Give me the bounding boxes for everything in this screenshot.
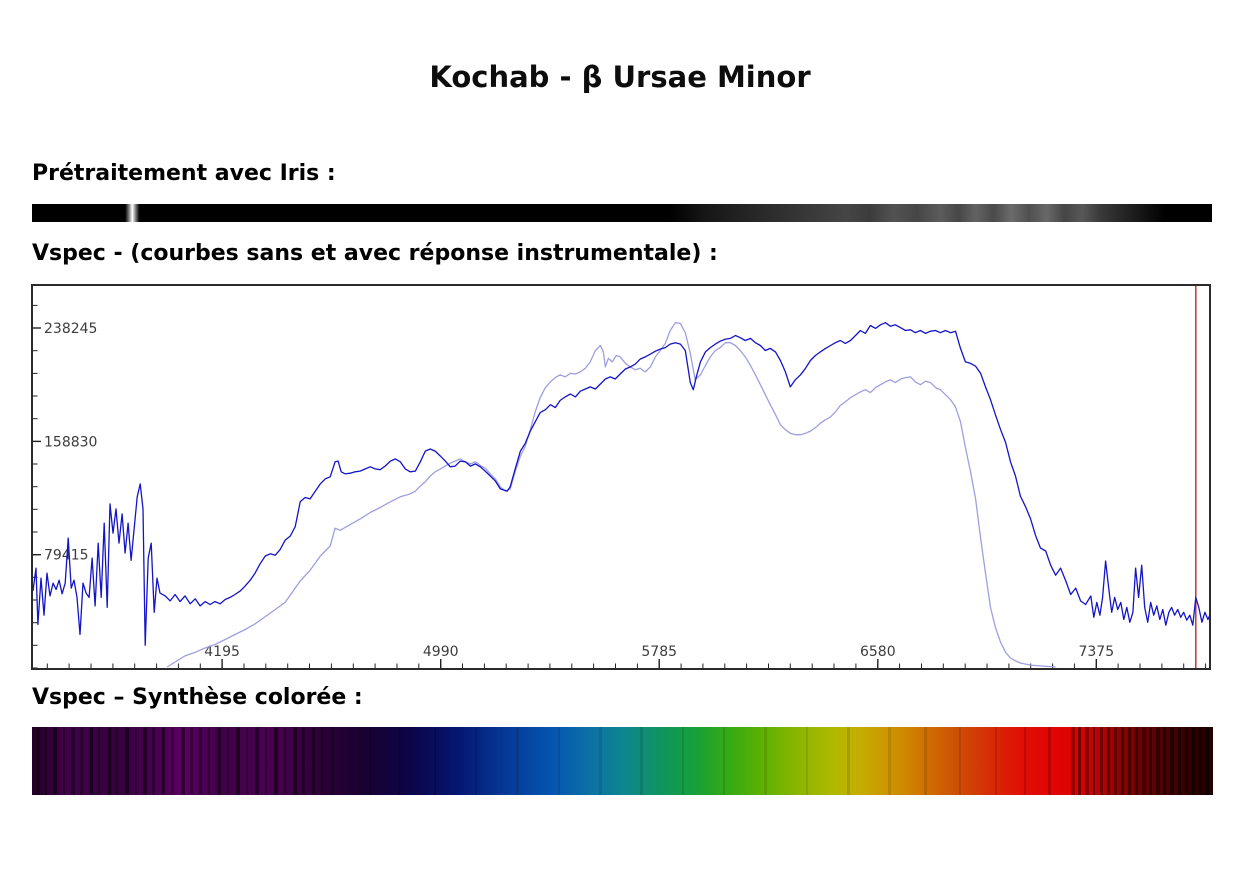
spectrum-chart: 79415 158830 238245 4195 4990 5785 6580 7375 [31,284,1211,670]
absorption-band [681,727,685,795]
absorption-band [959,727,962,795]
absorption-band [245,727,249,795]
absorption-band [198,727,203,795]
absorption-band [180,727,185,795]
absorption-band [1177,727,1181,795]
spectrum-chart-canvas: 79415 158830 238245 4195 4990 5785 6580 7375 [33,286,1209,668]
absorption-band [1170,727,1174,795]
absorption-band [1024,727,1027,795]
colored-spectrum-strip [32,727,1213,795]
absorption-band [1085,727,1089,795]
absorption-band [1163,727,1167,795]
absorption-band [846,727,850,795]
svg-text:238245: 238245 [44,321,97,337]
absorption-band [44,727,48,795]
absorption-band [143,727,147,795]
absorption-band [398,727,401,795]
absorption-band [255,727,259,795]
absorption-band [1184,727,1189,795]
absorption-band [474,727,478,795]
absorption-band [330,727,335,795]
absorption-band [36,727,41,795]
absorption-band [134,727,138,795]
absorption-band [1113,727,1118,795]
absorption-band [1149,727,1153,795]
absorption-band [293,727,298,795]
absorption-band [125,727,130,795]
absorption-band [226,727,230,795]
absorption-band [236,727,241,795]
absorption-band [1205,727,1210,795]
absorption-band [1198,727,1203,795]
absorption-band [640,727,643,795]
absorption-band [161,727,166,795]
absorption-band [516,727,520,795]
absorption-band [311,727,316,795]
absorption-band [152,727,155,795]
absorption-band [190,727,193,795]
absorption-band [302,727,305,795]
absorption-band [923,727,927,795]
absorption-band [62,727,66,795]
absorption-band [1191,727,1195,795]
absorption-band [1078,727,1082,795]
svg-text:7375: 7375 [1078,644,1114,660]
absorption-band [433,727,437,795]
absorption-band [171,727,174,795]
absorption-band [274,727,278,795]
svg-text:5785: 5785 [641,644,677,660]
absorption-band [217,727,221,795]
absorption-band [1127,727,1132,795]
absorption-band [1099,727,1104,795]
absorption-band [264,727,268,795]
section-heading-vspec-curves: Vspec - (courbes sans et avec réponse in… [32,241,718,266]
absorption-band [1135,727,1138,795]
section-heading-pretraitement: Prétraitement avec Iris : [32,161,336,186]
absorption-band [722,727,726,795]
absorption-band [321,727,324,795]
absorption-band [1047,727,1051,795]
absorption-band [98,727,101,795]
absorption-band [764,727,768,795]
absorption-band [1071,727,1075,795]
svg-text:6580: 6580 [860,644,896,660]
page-title: Kochab - β Ursae Minor [429,60,811,94]
absorption-band [1106,727,1110,795]
absorption-band [368,727,372,795]
absorption-band [70,727,76,795]
absorption-band [80,727,83,795]
absorption-band [53,727,57,795]
absorption-band [598,727,602,795]
svg-text:4195: 4195 [204,644,240,660]
absorption-band [207,727,211,795]
svg-text:79415: 79415 [44,548,89,564]
absorption-band [89,727,94,795]
absorption-band [283,727,286,795]
absorption-band [994,727,998,795]
iris-spectrum-strip [32,204,1212,222]
absorption-band [1092,727,1096,795]
svg-text:158830: 158830 [44,434,97,450]
absorption-band [805,727,808,795]
absorption-band [888,727,891,795]
absorption-band [1120,727,1124,795]
absorption-band [557,727,560,795]
section-heading-synthese-coloree: Vspec – Synthèse colorée : [32,685,363,710]
absorption-band [115,727,119,795]
absorption-band [1142,727,1146,795]
absorption-band [1156,727,1160,795]
absorption-band [107,727,112,795]
svg-text:4990: 4990 [423,644,459,660]
